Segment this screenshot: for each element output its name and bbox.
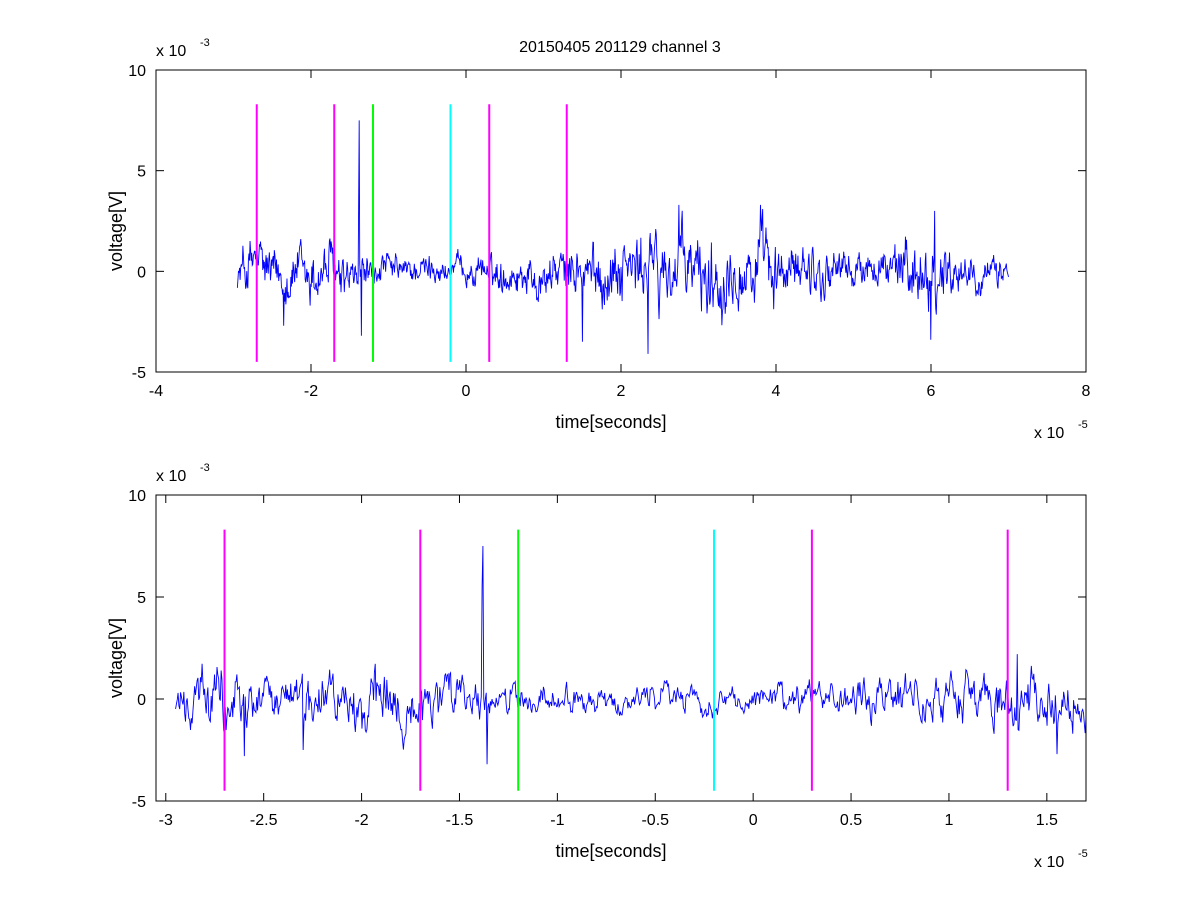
y-tick-label: 10 (128, 488, 146, 505)
y-tick-group: -5 0 5 10 (128, 488, 1086, 811)
x-tick-group: -4 -2 0 2 4 6 8 (149, 70, 1091, 400)
x-tick-label: -2 (304, 383, 318, 400)
y-tick-label: 0 (137, 264, 146, 281)
y-tick-label: -5 (132, 794, 146, 811)
top-plot: 20150405 201129 channel 3 -4 -2 0 2 4 6 8 -5 0 5… (106, 37, 1091, 442)
y-multiplier: x 10 -3 (156, 462, 210, 485)
signal-line (175, 545, 1087, 765)
x-tick-label: 1.5 (1036, 812, 1058, 829)
x-tick-label: -2 (354, 812, 368, 829)
x-multiplier: x 10 -5 (1034, 848, 1088, 871)
x-axis-label: time[seconds] (555, 412, 666, 432)
marker-lines-group (223, 529, 1009, 791)
axes-frame (155, 494, 1087, 802)
x-tick-label: -0.5 (641, 812, 669, 829)
x-tick-label: 0 (749, 812, 758, 829)
x-tick-label: -4 (149, 383, 163, 400)
x-tick-label: -1.5 (446, 812, 474, 829)
marker-lines-group (255, 104, 568, 362)
y-multiplier-base: x 10 (156, 468, 186, 485)
x-tick-label: 2 (617, 383, 626, 400)
x-tick-label: -1 (550, 812, 564, 829)
x-tick-label: 8 (1082, 383, 1091, 400)
y-axis-label: voltage[V] (106, 618, 126, 698)
x-multiplier-exponent: -5 (1078, 419, 1088, 431)
x-tick-label: 0 (462, 383, 471, 400)
y-tick-group: -5 0 5 10 (128, 63, 1086, 382)
bottom-plot: -3 -2.5 -2 -1.5 -1 -0.5 0 0.5 1 1.5 -5 0 5 10 time[s… (106, 462, 1088, 871)
x-multiplier-exponent: -5 (1078, 848, 1088, 860)
x-multiplier: x 10 -5 (1034, 419, 1088, 442)
y-tick-label: -5 (132, 365, 146, 382)
x-axis-label: time[seconds] (555, 841, 666, 861)
y-axis-label: voltage[V] (106, 191, 126, 271)
x-multiplier-base: x 10 (1034, 425, 1064, 442)
y-multiplier: x 10 -3 (156, 37, 210, 60)
y-tick-label: 5 (137, 164, 146, 181)
y-multiplier-exponent: -3 (200, 462, 210, 474)
x-tick-label: -3 (159, 812, 173, 829)
y-tick-label: 10 (128, 63, 146, 80)
y-tick-label: 0 (137, 692, 146, 709)
signal-series-group (175, 545, 1087, 765)
x-tick-label: 6 (927, 383, 936, 400)
y-tick-label: 5 (137, 590, 146, 607)
x-tick-group: -3 -2.5 -2 -1.5 -1 -0.5 0 0.5 1 1.5 (159, 495, 1058, 829)
signal-line (236, 120, 1009, 354)
y-multiplier-exponent: -3 (200, 37, 210, 49)
y-multiplier-base: x 10 (156, 43, 186, 60)
plot-title: 20150405 201129 channel 3 (519, 39, 721, 56)
x-tick-label: 4 (772, 383, 781, 400)
signal-series-group (236, 120, 1009, 354)
x-multiplier-base: x 10 (1034, 854, 1064, 871)
x-tick-label: -2.5 (250, 812, 278, 829)
x-tick-label: 1 (944, 812, 953, 829)
x-tick-label: 0.5 (840, 812, 862, 829)
